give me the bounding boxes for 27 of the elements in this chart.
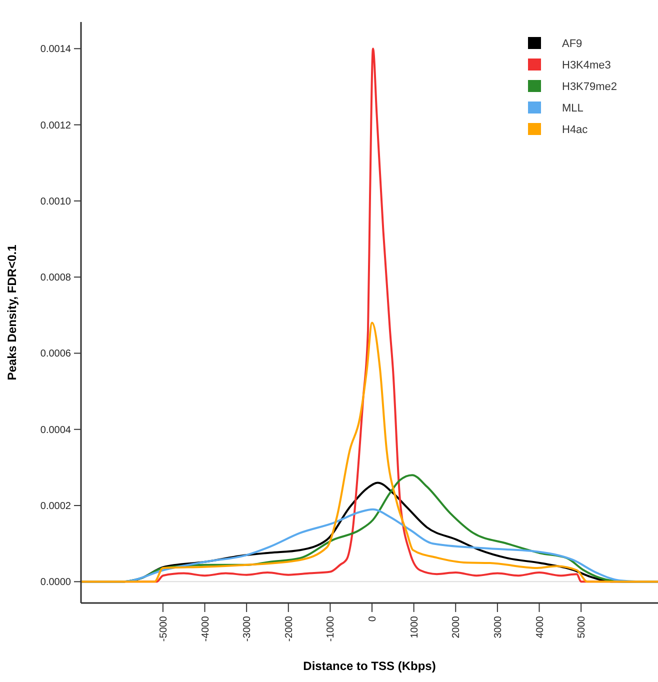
y-tick-label: 0.0002 <box>40 501 72 512</box>
x-tick-label: 3000 <box>492 616 504 638</box>
y-tick-label: 0.0008 <box>40 272 72 284</box>
x-tick-label: -5000 <box>158 616 170 642</box>
y-tick-label: 0.0006 <box>40 348 72 360</box>
y-axis-title: Peaks Density, FDR<0.1 <box>5 244 19 380</box>
y-tick-label: 0.0000 <box>40 577 72 588</box>
x-tick-label: -1000 <box>326 616 337 642</box>
x-tick-label: 2000 <box>451 616 462 638</box>
x-tick-label: -2000 <box>284 616 295 642</box>
line-series <box>80 322 658 583</box>
legend-label: H3K79me2 <box>562 80 618 93</box>
y-tick-label: 0.0014 <box>40 44 72 56</box>
y-tick-label: 0.0010 <box>40 196 72 208</box>
legend-label: AF9 <box>562 38 582 50</box>
x-tick-label: 4000 <box>534 616 546 638</box>
y-tick-label: 0.0004 <box>40 424 72 436</box>
x-tick-label: 0 <box>368 616 379 622</box>
x-tick-label: 1000 <box>409 616 420 638</box>
x-tick-label: -3000 <box>242 616 254 642</box>
x-axis-title: Distance to TSS (Kbps) <box>303 659 436 673</box>
y-tick-label: 0.0012 <box>40 120 72 132</box>
x-tick-label: -4000 <box>200 616 212 642</box>
legend-label: MLL <box>562 102 584 114</box>
x-tick-label: 5000 <box>576 616 588 638</box>
legend-label: H4ac <box>562 124 588 136</box>
legend-label: H3K4me3 <box>562 59 611 72</box>
